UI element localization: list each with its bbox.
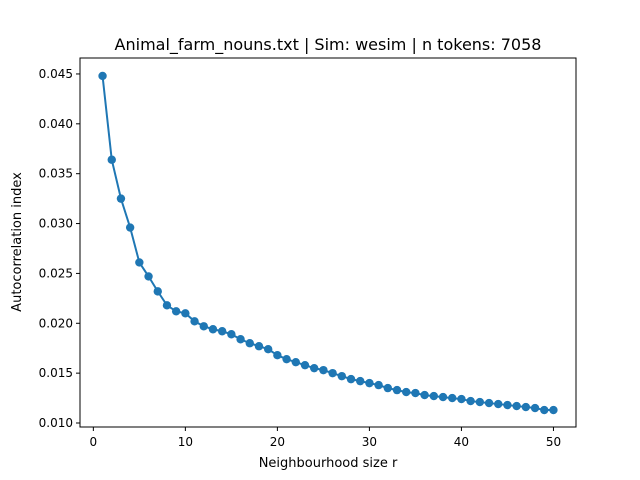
data-point-48 bbox=[530, 403, 540, 413]
data-point-29 bbox=[356, 376, 365, 386]
data-point-45 bbox=[503, 400, 512, 410]
data-point-37 bbox=[429, 391, 439, 401]
data-point-47 bbox=[521, 402, 531, 412]
plot-area bbox=[98, 71, 558, 415]
data-point-26 bbox=[328, 368, 337, 378]
y-axis: 0.010 0.015 0.020 0.025 0.030 0.035 0.040 0.045 bbox=[39, 67, 80, 430]
y-tick-label: 0.040 bbox=[39, 117, 73, 131]
x-axis: 0 10 20 30 40 50 bbox=[90, 427, 561, 449]
data-point-40 bbox=[457, 394, 466, 404]
data-point-39 bbox=[448, 393, 457, 403]
y-tick-label: 0.035 bbox=[39, 167, 73, 181]
data-point-44 bbox=[494, 399, 503, 409]
data-point-3 bbox=[116, 194, 126, 203]
data-point-50 bbox=[549, 405, 558, 415]
x-tick-label: 10 bbox=[178, 435, 193, 449]
data-point-20 bbox=[273, 350, 282, 360]
data-point-38 bbox=[438, 392, 448, 402]
y-tick-label: 0.010 bbox=[39, 416, 73, 430]
data-point-4 bbox=[125, 223, 135, 232]
data-point-43 bbox=[484, 398, 494, 408]
data-point-11 bbox=[190, 317, 199, 326]
data-point-15 bbox=[227, 330, 236, 339]
y-axis-label: Autocorrelation index bbox=[10, 172, 25, 312]
y-tick-label: 0.045 bbox=[39, 67, 73, 81]
chart-title: Animal_farm_nouns.txt | Sim: wesim | n t… bbox=[115, 35, 542, 55]
data-point-27 bbox=[337, 371, 346, 381]
data-point-6 bbox=[144, 272, 153, 281]
y-tick-label: 0.030 bbox=[39, 217, 73, 231]
x-tick-label: 30 bbox=[362, 435, 377, 449]
data-point-1 bbox=[98, 71, 107, 81]
y-tick-label: 0.025 bbox=[39, 266, 73, 280]
x-tick-label: 20 bbox=[270, 435, 285, 449]
data-point-5 bbox=[135, 258, 144, 267]
data-point-46 bbox=[512, 401, 521, 411]
data-point-14 bbox=[217, 327, 227, 336]
data-point-42 bbox=[475, 397, 485, 407]
y-tick-label: 0.020 bbox=[39, 316, 73, 330]
data-point-41 bbox=[466, 396, 475, 406]
data-point-34 bbox=[402, 387, 411, 397]
data-point-36 bbox=[420, 390, 429, 400]
x-axis-label: Neighbourhood size r bbox=[259, 456, 398, 471]
data-point-9 bbox=[171, 307, 181, 316]
data-point-21 bbox=[282, 354, 291, 364]
data-point-7 bbox=[153, 287, 162, 296]
data-point-49 bbox=[540, 405, 549, 415]
data-point-30 bbox=[365, 378, 374, 388]
data-point-13 bbox=[208, 325, 218, 334]
data-point-16 bbox=[236, 335, 245, 344]
data-point-12 bbox=[199, 322, 208, 331]
data-point-32 bbox=[383, 383, 393, 393]
data-point-33 bbox=[392, 385, 402, 395]
data-point-17 bbox=[245, 339, 254, 348]
x-tick-label: 50 bbox=[546, 435, 561, 449]
x-tick-label: 40 bbox=[454, 435, 469, 449]
y-tick-label: 0.015 bbox=[39, 366, 73, 380]
x-tick-label: 0 bbox=[90, 435, 98, 449]
data-point-28 bbox=[346, 374, 356, 384]
data-point-8 bbox=[162, 301, 172, 310]
data-point-2 bbox=[107, 155, 116, 164]
data-point-35 bbox=[411, 388, 420, 398]
axes-frame bbox=[79, 57, 577, 428]
data-point-10 bbox=[181, 309, 190, 318]
data-point-24 bbox=[310, 363, 319, 373]
data-point-19 bbox=[263, 345, 273, 354]
data-point-25 bbox=[319, 365, 328, 375]
data-point-31 bbox=[374, 380, 383, 390]
data-point-18 bbox=[254, 342, 264, 351]
data-point-22 bbox=[291, 357, 300, 367]
data-point-23 bbox=[300, 360, 310, 370]
